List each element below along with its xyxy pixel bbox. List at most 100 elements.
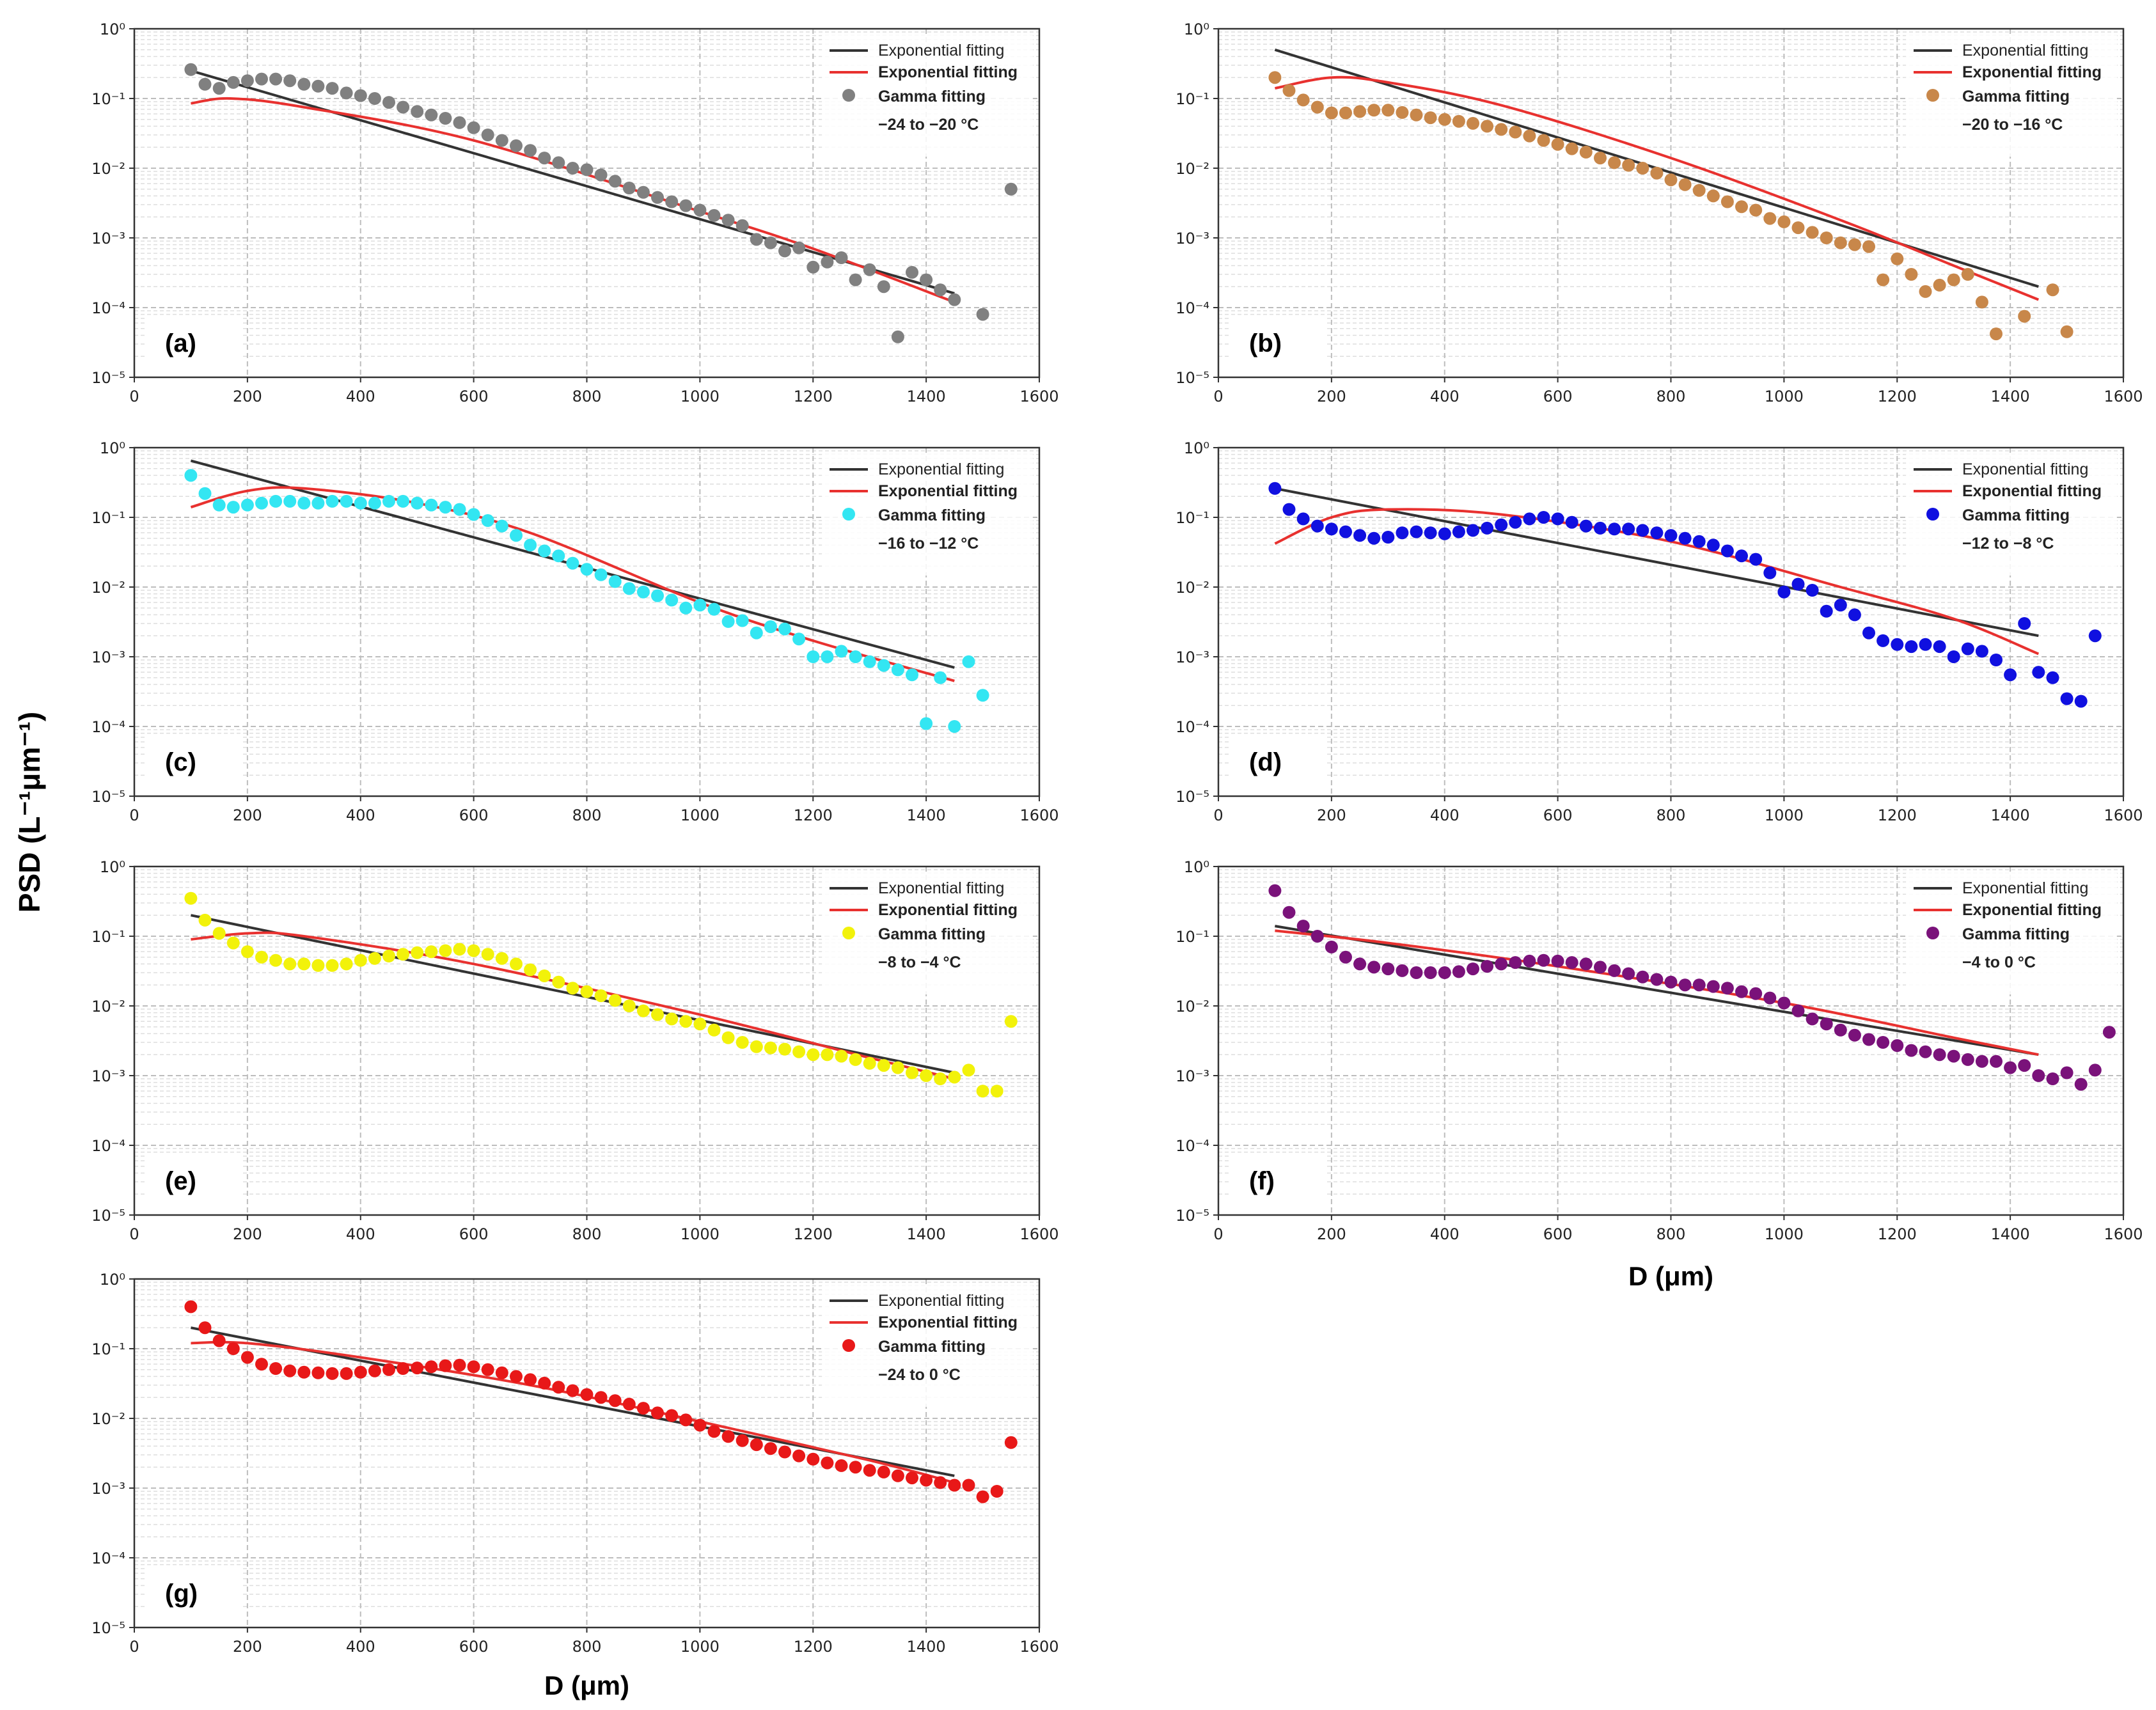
data-point <box>1990 327 2003 341</box>
data-point <box>184 63 198 76</box>
data-point <box>552 549 565 563</box>
x-tick-label: 0 <box>129 388 139 405</box>
data-point <box>1735 200 1748 214</box>
y-tick-label: 10⁻¹ <box>1176 928 1209 946</box>
data-point <box>948 1071 961 1084</box>
data-point <box>636 1004 650 1017</box>
data-point <box>707 1023 721 1037</box>
data-point <box>721 1031 735 1044</box>
legend: Exponential fitting Exponential fitting Ga… <box>822 873 1033 994</box>
data-point <box>849 1053 862 1066</box>
panel-label-box <box>146 1154 242 1205</box>
y-tick-label: 10⁻⁵ <box>91 1619 125 1637</box>
data-point <box>934 1476 947 1489</box>
data-point <box>1706 980 1720 993</box>
x-tick-label: 1000 <box>681 1225 720 1243</box>
data-point <box>1961 268 1974 281</box>
data-point <box>1735 549 1748 563</box>
data-point <box>750 626 763 639</box>
data-point <box>240 74 254 88</box>
data-point <box>1565 142 1578 155</box>
data-point <box>1636 162 1649 175</box>
data-point <box>1905 1044 1918 1057</box>
data-point <box>2074 694 2088 708</box>
legend-label-temperature: −24 to 0 °C <box>878 1366 961 1384</box>
legend-marker-swatch <box>842 927 855 939</box>
data-point <box>198 487 212 500</box>
data-point <box>1594 521 1607 535</box>
data-point <box>1720 195 1734 208</box>
data-point <box>1961 1053 1974 1066</box>
x-tick-label: 800 <box>572 388 602 405</box>
data-point <box>510 1370 523 1383</box>
x-tick-label: 1000 <box>681 388 720 405</box>
data-point <box>891 663 904 677</box>
data-point <box>1664 529 1678 542</box>
x-tick-label: 1600 <box>1019 388 1058 405</box>
y-tick-label: 10⁻² <box>91 160 125 178</box>
data-point <box>920 1473 933 1487</box>
data-point <box>679 1015 693 1028</box>
legend-label-gamma: Gamma fitting <box>878 1338 986 1356</box>
data-point <box>807 260 820 274</box>
data-point <box>778 622 791 636</box>
data-point <box>1947 1049 1960 1063</box>
data-point <box>1933 1048 1946 1062</box>
data-point <box>1947 650 1960 663</box>
data-point <box>1353 529 1367 542</box>
data-point <box>326 1367 339 1380</box>
legend-label-gamma: Gamma fitting <box>878 925 986 943</box>
legend-box <box>822 454 1033 576</box>
data-point <box>920 717 933 730</box>
data-point <box>807 650 820 663</box>
data-point <box>1919 285 1932 298</box>
data-point <box>1834 599 1847 612</box>
data-point <box>240 1351 254 1364</box>
data-point <box>226 936 240 950</box>
data-point <box>382 1363 395 1376</box>
data-point <box>1622 522 1635 536</box>
data-point <box>651 1008 664 1021</box>
gamma-fit-line <box>1275 75 2040 301</box>
data-point <box>2074 1078 2088 1091</box>
data-point <box>311 496 325 510</box>
data-point <box>622 1397 636 1411</box>
data-point <box>1537 953 1550 967</box>
y-tick-label: 10⁻¹ <box>91 1340 125 1358</box>
data-point <box>976 1085 989 1098</box>
x-tick-label: 600 <box>459 388 489 405</box>
data-point <box>1452 114 1465 128</box>
data-point <box>1339 950 1352 964</box>
data-point <box>368 92 381 105</box>
data-point <box>1452 525 1465 538</box>
y-tick-label: 10⁻² <box>91 1410 125 1428</box>
legend: Exponential fitting Exponential fitting Ga… <box>822 35 1033 157</box>
y-tick-label: 10⁻⁵ <box>1176 369 1209 387</box>
data-point <box>976 1490 989 1503</box>
data-point <box>863 1056 876 1070</box>
data-point <box>297 1365 311 1379</box>
data-point <box>1367 961 1381 974</box>
x-tick-label: 400 <box>1430 806 1460 824</box>
data-point <box>510 139 523 152</box>
x-tick-label: 1200 <box>794 1638 833 1656</box>
y-tick-label: 10⁻¹ <box>91 509 125 527</box>
data-point <box>495 1366 508 1379</box>
x-tick-label: 600 <box>1543 1225 1573 1243</box>
data-point <box>212 1334 226 1347</box>
x-tick-label: 200 <box>233 388 262 405</box>
data-point <box>1367 531 1381 545</box>
data-point <box>368 1364 381 1377</box>
gamma-fit-line <box>190 486 955 682</box>
data-point <box>1848 1028 1861 1042</box>
data-point <box>2032 666 2045 679</box>
data-point <box>411 105 424 118</box>
legend-label-exponential: Exponential fitting <box>1962 42 2088 59</box>
data-point <box>1565 515 1578 529</box>
data-point <box>764 1442 777 1455</box>
data-point <box>382 494 395 508</box>
data-point <box>1848 238 1861 251</box>
y-tick-label: 10⁻⁵ <box>91 788 125 806</box>
data-point <box>990 1085 1003 1098</box>
